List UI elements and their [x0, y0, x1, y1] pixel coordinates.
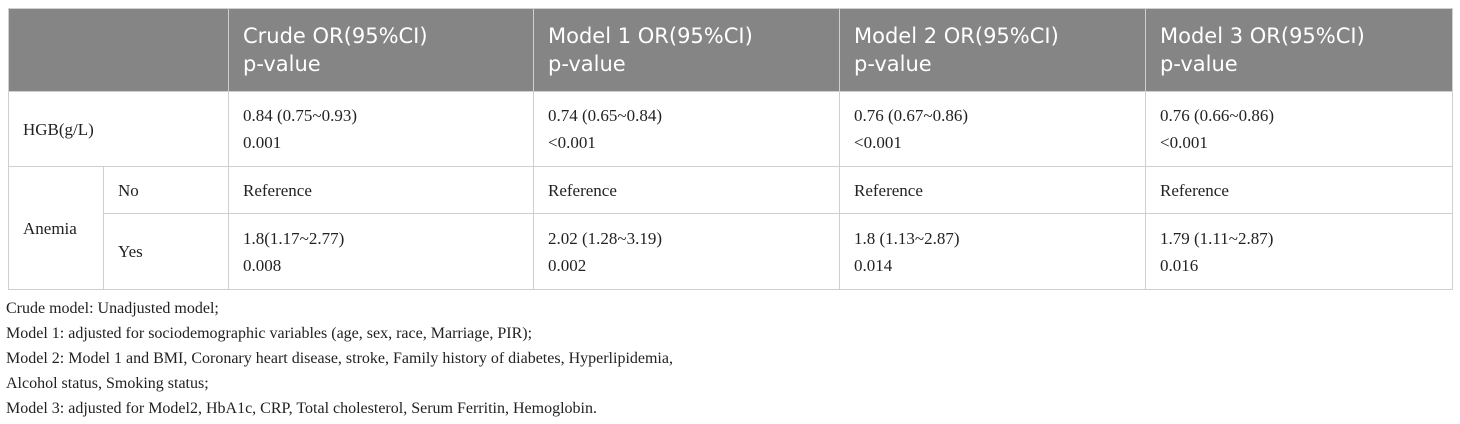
cell: Reference	[839, 166, 1146, 214]
cell-line: Model 1 OR(95%CI)	[548, 24, 753, 48]
cell: 0.76 (0.67~0.86) <0.001	[839, 91, 1146, 167]
header-cell: Model 3 OR(95%CI) p-value	[1145, 8, 1453, 92]
cell: Reference	[228, 166, 534, 214]
table: Crude OR(95%CI) p-value Model 1 OR(95%CI) p…	[8, 8, 1453, 290]
cell-line: 0.002	[548, 255, 587, 275]
footnotes: Crude model: Unadjusted model; Model 1: a…	[6, 296, 673, 421]
cell-line: 0.001	[243, 133, 282, 152]
cell: Reference	[533, 166, 840, 214]
header-cell	[8, 8, 229, 92]
cell: 0.84 (0.75~0.93) 0.001	[228, 91, 534, 167]
cell-line: Reference	[854, 180, 923, 200]
cell-line: 1.79 (1.11~2.87)	[1160, 228, 1274, 248]
cell-line: p-value	[548, 52, 626, 76]
header-cell: Model 2 OR(95%CI) p-value	[839, 8, 1146, 92]
cell: 0.76 (0.66~0.86) <0.001	[1145, 91, 1453, 167]
cell-line: 1.8 (1.13~2.87)	[854, 228, 960, 248]
footnote: Crude model: Unadjusted model;	[6, 300, 219, 317]
row: Anemia No Reference Reference Reference Refer…	[8, 166, 1453, 290]
row-label: HGB(g/L)	[8, 91, 229, 167]
cell: 2.02 (1.28~3.19) 0.002	[533, 213, 840, 290]
cell-line: 0.74 (0.65~0.84)	[548, 106, 663, 125]
cell-line: Reference	[548, 180, 617, 200]
cell: 1.8 (1.13~2.87) 0.014	[839, 213, 1146, 290]
footnote: Model 1: adjusted for sociodemographic v…	[6, 325, 533, 342]
cell-line: 0.014	[854, 255, 893, 275]
cell-line: <0.001	[854, 133, 902, 152]
cell: 1.8(1.17~2.77) 0.008	[228, 213, 534, 290]
header-row: Crude OR(95%CI) p-value Model 1 OR(95%CI) p…	[8, 8, 1453, 92]
cell-line: Model 3 OR(95%CI)	[1160, 24, 1365, 48]
cell: Reference	[1145, 166, 1453, 214]
cell-line: Crude OR(95%CI)	[243, 24, 428, 48]
cell-line: 0.008	[243, 255, 282, 275]
row-label: Yes	[103, 213, 229, 290]
cell: 0.74 (0.65~0.84) <0.001	[533, 91, 840, 167]
cell-line: <0.001	[548, 133, 596, 152]
cell-line: Model 2 OR(95%CI)	[854, 24, 1059, 48]
cell-line: Reference	[1160, 180, 1229, 200]
cell-line: 1.8(1.17~2.77)	[243, 228, 345, 248]
row: Yes 1.8(1.17~2.77) 0.008 2.02 (1.28~3.19) 0.…	[9, 213, 1453, 290]
cell-line: 0.016	[1160, 255, 1199, 275]
row: HGB(g/L) 0.84 (0.75~0.93) 0.001 0.74 (0.65~…	[8, 91, 1453, 167]
footnote: Model 3: adjusted for Model2, HbA1c, CRP…	[6, 400, 597, 417]
cell-line: Reference	[243, 180, 312, 200]
footnote: Alcohol status, Smoking status;	[6, 375, 209, 392]
footnote: Model 2: Model 1 and BMI, Coronary heart…	[6, 350, 673, 367]
cell-line: p-value	[1160, 52, 1238, 76]
row-label: No	[103, 166, 229, 214]
cell-line: 0.76 (0.66~0.86)	[1160, 106, 1275, 125]
cell-line: 0.76 (0.67~0.86)	[854, 106, 969, 125]
header-cell: Crude OR(95%CI) p-value	[228, 8, 534, 92]
group-label: Anemia	[8, 166, 104, 290]
cell: 1.79 (1.11~2.87) 0.016	[1145, 213, 1453, 290]
cell-line: p-value	[243, 52, 321, 76]
cell-line: <0.001	[1160, 133, 1208, 152]
cell-line: 0.84 (0.75~0.93)	[243, 106, 358, 125]
header-cell: Model 1 OR(95%CI) p-value	[533, 8, 840, 92]
cell-line: p-value	[854, 52, 932, 76]
cell-line: 2.02 (1.28~3.19)	[548, 228, 663, 248]
